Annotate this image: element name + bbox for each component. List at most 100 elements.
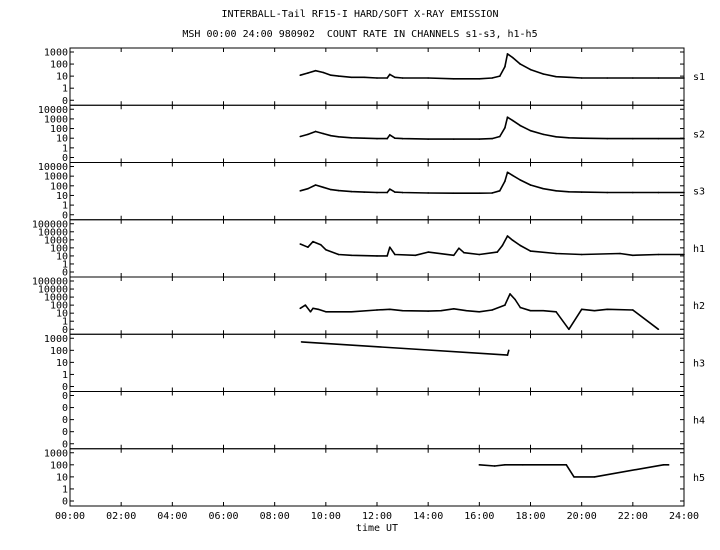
data-point — [401, 309, 404, 312]
panel-frame — [69, 104, 685, 163]
data-point — [657, 191, 660, 194]
y-tick-label: 10 — [56, 72, 68, 83]
x-tick-label: 08:00 — [260, 511, 290, 522]
data-point — [499, 75, 501, 77]
data-point — [325, 248, 327, 251]
data-point — [606, 137, 609, 140]
data-point — [542, 309, 545, 312]
y-tick-label: 0 — [62, 403, 68, 414]
data-point — [386, 255, 389, 257]
series-line — [300, 116, 684, 140]
data-point — [350, 76, 353, 79]
data-point — [565, 464, 568, 466]
panel-frame — [69, 276, 685, 335]
data-point — [319, 243, 322, 246]
data-point — [619, 252, 621, 255]
data-point — [452, 192, 455, 195]
data-point — [363, 76, 366, 79]
data-point — [300, 341, 303, 343]
data-point — [322, 186, 325, 189]
data-point — [330, 74, 332, 76]
data-point — [388, 188, 391, 190]
x-tick-label: 20:00 — [567, 511, 597, 522]
y-tick-label: 0 — [62, 325, 68, 336]
data-point — [504, 304, 506, 306]
data-point — [568, 137, 570, 139]
data-point — [580, 191, 583, 193]
channel-label: h2 — [693, 301, 705, 312]
data-point — [568, 190, 570, 193]
chart-title: INTERBALL-Tail RF15-I HARD/SOFT X-RAY EM… — [221, 9, 499, 20]
y-tick-label: 10000 — [38, 227, 68, 238]
data-point — [376, 255, 378, 257]
y-tick-label: 10 — [56, 472, 68, 483]
data-point — [555, 310, 557, 313]
data-point — [511, 119, 514, 122]
data-point — [299, 307, 302, 310]
data-point — [593, 476, 596, 478]
data-point — [478, 138, 481, 140]
data-point — [504, 464, 506, 466]
series-line — [300, 171, 684, 194]
data-point — [478, 464, 481, 466]
data-point — [504, 180, 506, 182]
data-point — [322, 132, 325, 135]
channel-label: s1 — [693, 72, 705, 83]
data-point — [325, 310, 327, 313]
data-point — [350, 137, 353, 139]
x-tick-label: 12:00 — [362, 511, 392, 522]
data-point — [452, 254, 455, 257]
data-point — [478, 253, 481, 256]
data-point — [491, 137, 493, 140]
data-point — [388, 308, 391, 311]
data-point — [337, 75, 340, 77]
y-tick-label: 100 — [50, 243, 68, 254]
channel-label: h5 — [693, 473, 705, 484]
data-point — [401, 191, 404, 194]
data-point — [555, 190, 557, 192]
y-tick-label: 1000 — [44, 172, 68, 183]
data-point — [307, 133, 309, 136]
data-point — [388, 134, 391, 136]
data-point — [499, 190, 501, 192]
data-point — [506, 171, 509, 174]
data-point — [330, 188, 332, 191]
data-point — [376, 191, 378, 194]
data-point — [683, 77, 685, 79]
panel-frame — [69, 219, 685, 278]
data-point — [657, 253, 660, 256]
series-line — [479, 464, 669, 478]
series-line — [300, 53, 684, 80]
channel-label: s3 — [693, 187, 705, 198]
y-tick-label: 10 — [56, 191, 68, 202]
data-point — [458, 247, 460, 250]
data-point — [465, 309, 468, 312]
data-point — [350, 310, 353, 313]
channel-label: h4 — [693, 416, 705, 427]
y-tick-label: 0 — [62, 153, 68, 164]
data-point — [511, 239, 514, 242]
data-point — [386, 191, 389, 194]
data-point — [337, 253, 340, 256]
x-tick-label: 00:00 — [55, 511, 85, 522]
data-point — [683, 137, 685, 140]
data-point — [514, 298, 516, 301]
data-point — [568, 76, 570, 79]
data-point — [376, 137, 378, 140]
x-tick-label: 22:00 — [618, 511, 648, 522]
series-line — [301, 341, 510, 356]
data-point — [312, 307, 314, 310]
data-point — [491, 192, 493, 194]
data-point — [452, 138, 455, 140]
data-point — [580, 308, 583, 311]
data-point — [493, 465, 496, 467]
x-tick-label: 06:00 — [208, 511, 238, 522]
data-point — [427, 192, 429, 194]
data-point — [542, 73, 545, 75]
data-point — [394, 191, 396, 193]
data-point — [307, 246, 309, 249]
y-tick-label: 1000 — [44, 114, 68, 125]
data-point — [452, 78, 455, 80]
data-point — [529, 68, 532, 71]
y-tick-label: 0 — [62, 391, 68, 402]
